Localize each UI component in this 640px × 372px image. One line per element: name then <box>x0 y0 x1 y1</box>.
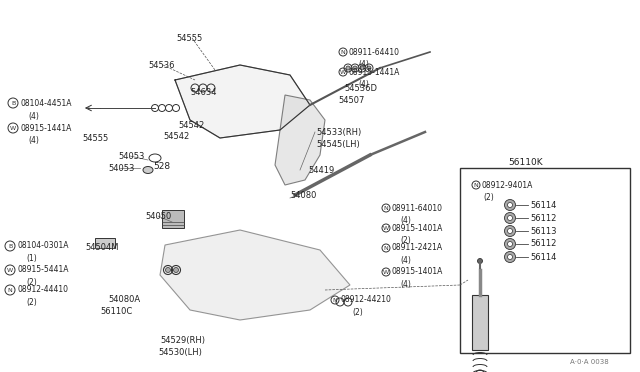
Text: N: N <box>8 288 12 292</box>
Bar <box>162 210 184 228</box>
Text: W: W <box>10 125 16 131</box>
Circle shape <box>504 251 515 263</box>
Text: 08912-44210: 08912-44210 <box>341 295 392 305</box>
Text: 54545(LH): 54545(LH) <box>316 140 360 148</box>
Text: 08911-2421A: 08911-2421A <box>392 244 443 253</box>
Circle shape <box>504 238 515 250</box>
Text: 08104-0301A: 08104-0301A <box>17 241 68 250</box>
Text: N: N <box>474 183 478 187</box>
Bar <box>460 168 630 353</box>
Text: 08911-64010: 08911-64010 <box>392 203 443 212</box>
Text: 54050: 54050 <box>145 212 172 221</box>
Text: 54053: 54053 <box>118 151 145 160</box>
Text: B: B <box>8 244 12 248</box>
Text: (2): (2) <box>483 192 493 202</box>
Text: 54536D: 54536D <box>344 83 377 93</box>
Text: 08915-1401A: 08915-1401A <box>392 267 444 276</box>
Text: (4): (4) <box>358 80 369 89</box>
Polygon shape <box>175 65 310 138</box>
Text: 56110C: 56110C <box>100 308 132 317</box>
Circle shape <box>346 66 350 70</box>
Circle shape <box>508 215 513 221</box>
Text: (4): (4) <box>358 60 369 68</box>
Text: 08915-1441A: 08915-1441A <box>349 67 401 77</box>
Text: 54533(RH): 54533(RH) <box>316 128 361 137</box>
Text: (2): (2) <box>400 235 411 244</box>
Text: 54504M: 54504M <box>85 244 118 253</box>
Polygon shape <box>275 95 325 185</box>
Polygon shape <box>160 230 350 320</box>
Text: 08104-4451A: 08104-4451A <box>20 99 72 108</box>
Circle shape <box>360 66 364 70</box>
Text: 54634: 54634 <box>190 87 216 96</box>
Text: 528: 528 <box>154 161 171 170</box>
Text: (4): (4) <box>400 279 411 289</box>
Text: 08911-64410: 08911-64410 <box>349 48 400 57</box>
Text: N: N <box>383 205 388 211</box>
Text: (4): (4) <box>28 112 39 121</box>
Text: N: N <box>340 49 346 55</box>
Circle shape <box>508 228 513 234</box>
Text: (2): (2) <box>26 279 36 288</box>
Text: (2): (2) <box>26 298 36 307</box>
Text: 56112: 56112 <box>530 214 556 222</box>
Text: 54053: 54053 <box>108 164 134 173</box>
Text: 54419: 54419 <box>308 166 334 174</box>
Text: 54542: 54542 <box>178 121 204 129</box>
Text: 54530(LH): 54530(LH) <box>158 347 202 356</box>
Text: 54507: 54507 <box>338 96 364 105</box>
Text: 08915-5441A: 08915-5441A <box>17 266 68 275</box>
Text: (4): (4) <box>400 215 411 224</box>
Circle shape <box>166 267 170 273</box>
Circle shape <box>508 254 513 260</box>
Bar <box>95 238 115 248</box>
Text: (1): (1) <box>26 253 36 263</box>
Text: 56114: 56114 <box>530 201 556 209</box>
Text: 56110K: 56110K <box>509 157 543 167</box>
Text: 08915-1441A: 08915-1441A <box>20 124 72 132</box>
Circle shape <box>353 66 357 70</box>
Text: 54536: 54536 <box>148 61 175 70</box>
Circle shape <box>477 259 483 263</box>
Circle shape <box>508 202 513 208</box>
Text: 54555: 54555 <box>82 134 108 142</box>
Circle shape <box>173 267 179 273</box>
Text: (4): (4) <box>400 256 411 264</box>
Text: W: W <box>7 267 13 273</box>
Text: W: W <box>383 269 389 275</box>
Text: 56114: 56114 <box>530 253 556 262</box>
Circle shape <box>504 212 515 224</box>
Text: N: N <box>383 246 388 250</box>
Text: 56112: 56112 <box>530 240 556 248</box>
Text: 54542: 54542 <box>163 131 189 141</box>
Text: 08915-1401A: 08915-1401A <box>392 224 444 232</box>
Text: B: B <box>11 100 15 106</box>
Text: 54529(RH): 54529(RH) <box>160 336 205 344</box>
Text: A·0·A 0038: A·0·A 0038 <box>570 359 609 365</box>
Text: 54080A: 54080A <box>108 295 140 305</box>
Text: N: N <box>333 298 337 302</box>
Text: 54555: 54555 <box>176 33 202 42</box>
Text: 54080: 54080 <box>290 190 316 199</box>
Text: W: W <box>340 70 346 74</box>
Circle shape <box>504 225 515 237</box>
Circle shape <box>508 241 513 247</box>
Text: 08912-9401A: 08912-9401A <box>482 180 533 189</box>
Text: W: W <box>383 225 389 231</box>
Text: 56113: 56113 <box>530 227 557 235</box>
Circle shape <box>367 66 371 70</box>
Ellipse shape <box>143 167 153 173</box>
Bar <box>472 295 488 350</box>
Text: 08912-44410: 08912-44410 <box>17 285 68 295</box>
Text: (4): (4) <box>28 135 39 144</box>
Text: (2): (2) <box>352 308 363 317</box>
Circle shape <box>504 199 515 211</box>
